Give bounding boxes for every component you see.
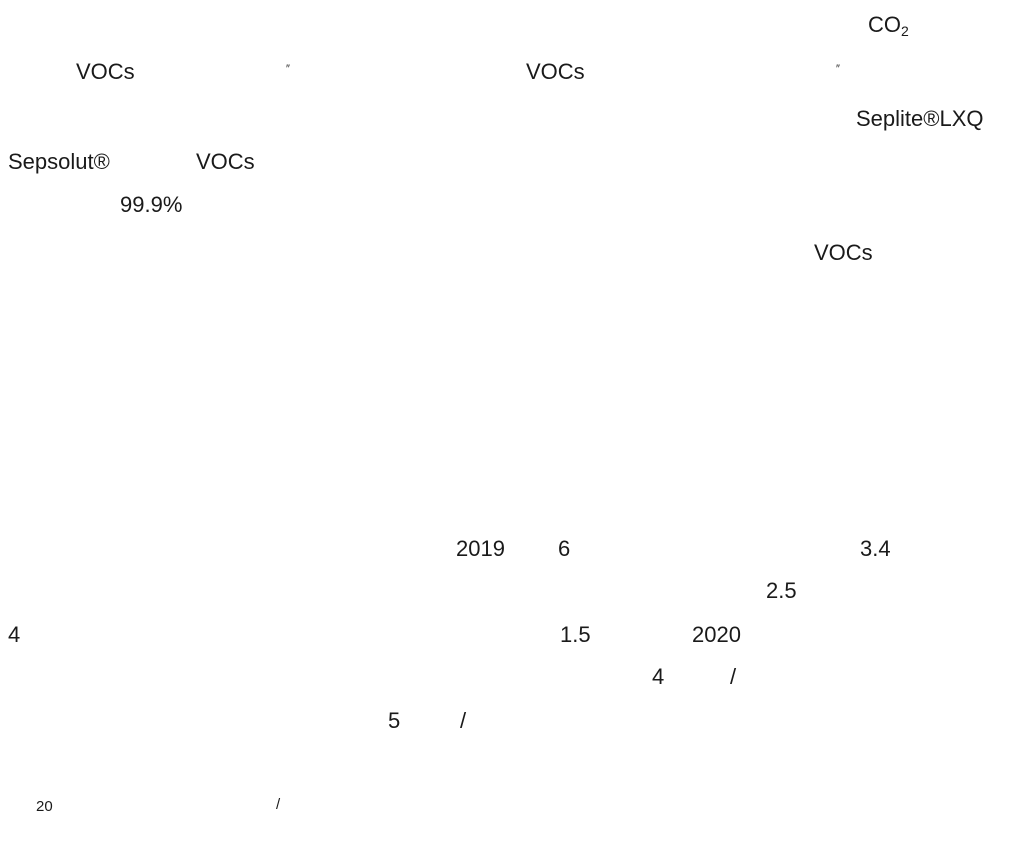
quote-mark-1: ″ xyxy=(286,63,290,75)
co2-text: CO2 xyxy=(868,12,909,40)
slash-text-1: / xyxy=(730,664,737,689)
sepsolut-text: Sepsolut® xyxy=(8,149,110,174)
number-3-4-text: 3.4 xyxy=(860,536,891,561)
number-1-5-text: 1.5 xyxy=(560,622,591,647)
year-2019-text: 2019 xyxy=(456,536,505,561)
quote-mark-2: ″ xyxy=(836,63,840,75)
footnote-slash: / xyxy=(276,796,281,813)
number-4-text: 4 xyxy=(8,622,21,647)
vocs-text-2: VOCs xyxy=(526,59,585,84)
vocs-text-4: VOCs xyxy=(814,240,873,265)
co2-base: CO xyxy=(868,12,901,37)
percent-text: 99.9% xyxy=(120,192,183,217)
number-2-5-text: 2.5 xyxy=(766,578,797,603)
vocs-text-1: VOCs xyxy=(76,59,135,84)
number-6-text: 6 xyxy=(558,536,571,561)
vocs-text-3: VOCs xyxy=(196,149,255,174)
footnote-number-20: 20 xyxy=(36,798,53,815)
year-2020-text: 2020 xyxy=(692,622,741,647)
slash-text-2: / xyxy=(460,708,467,733)
co2-subscript: 2 xyxy=(901,23,909,39)
number-5-text: 5 xyxy=(388,708,401,733)
seplite-text: Seplite®LXQ xyxy=(856,106,984,131)
number-4b-text: 4 xyxy=(652,664,665,689)
